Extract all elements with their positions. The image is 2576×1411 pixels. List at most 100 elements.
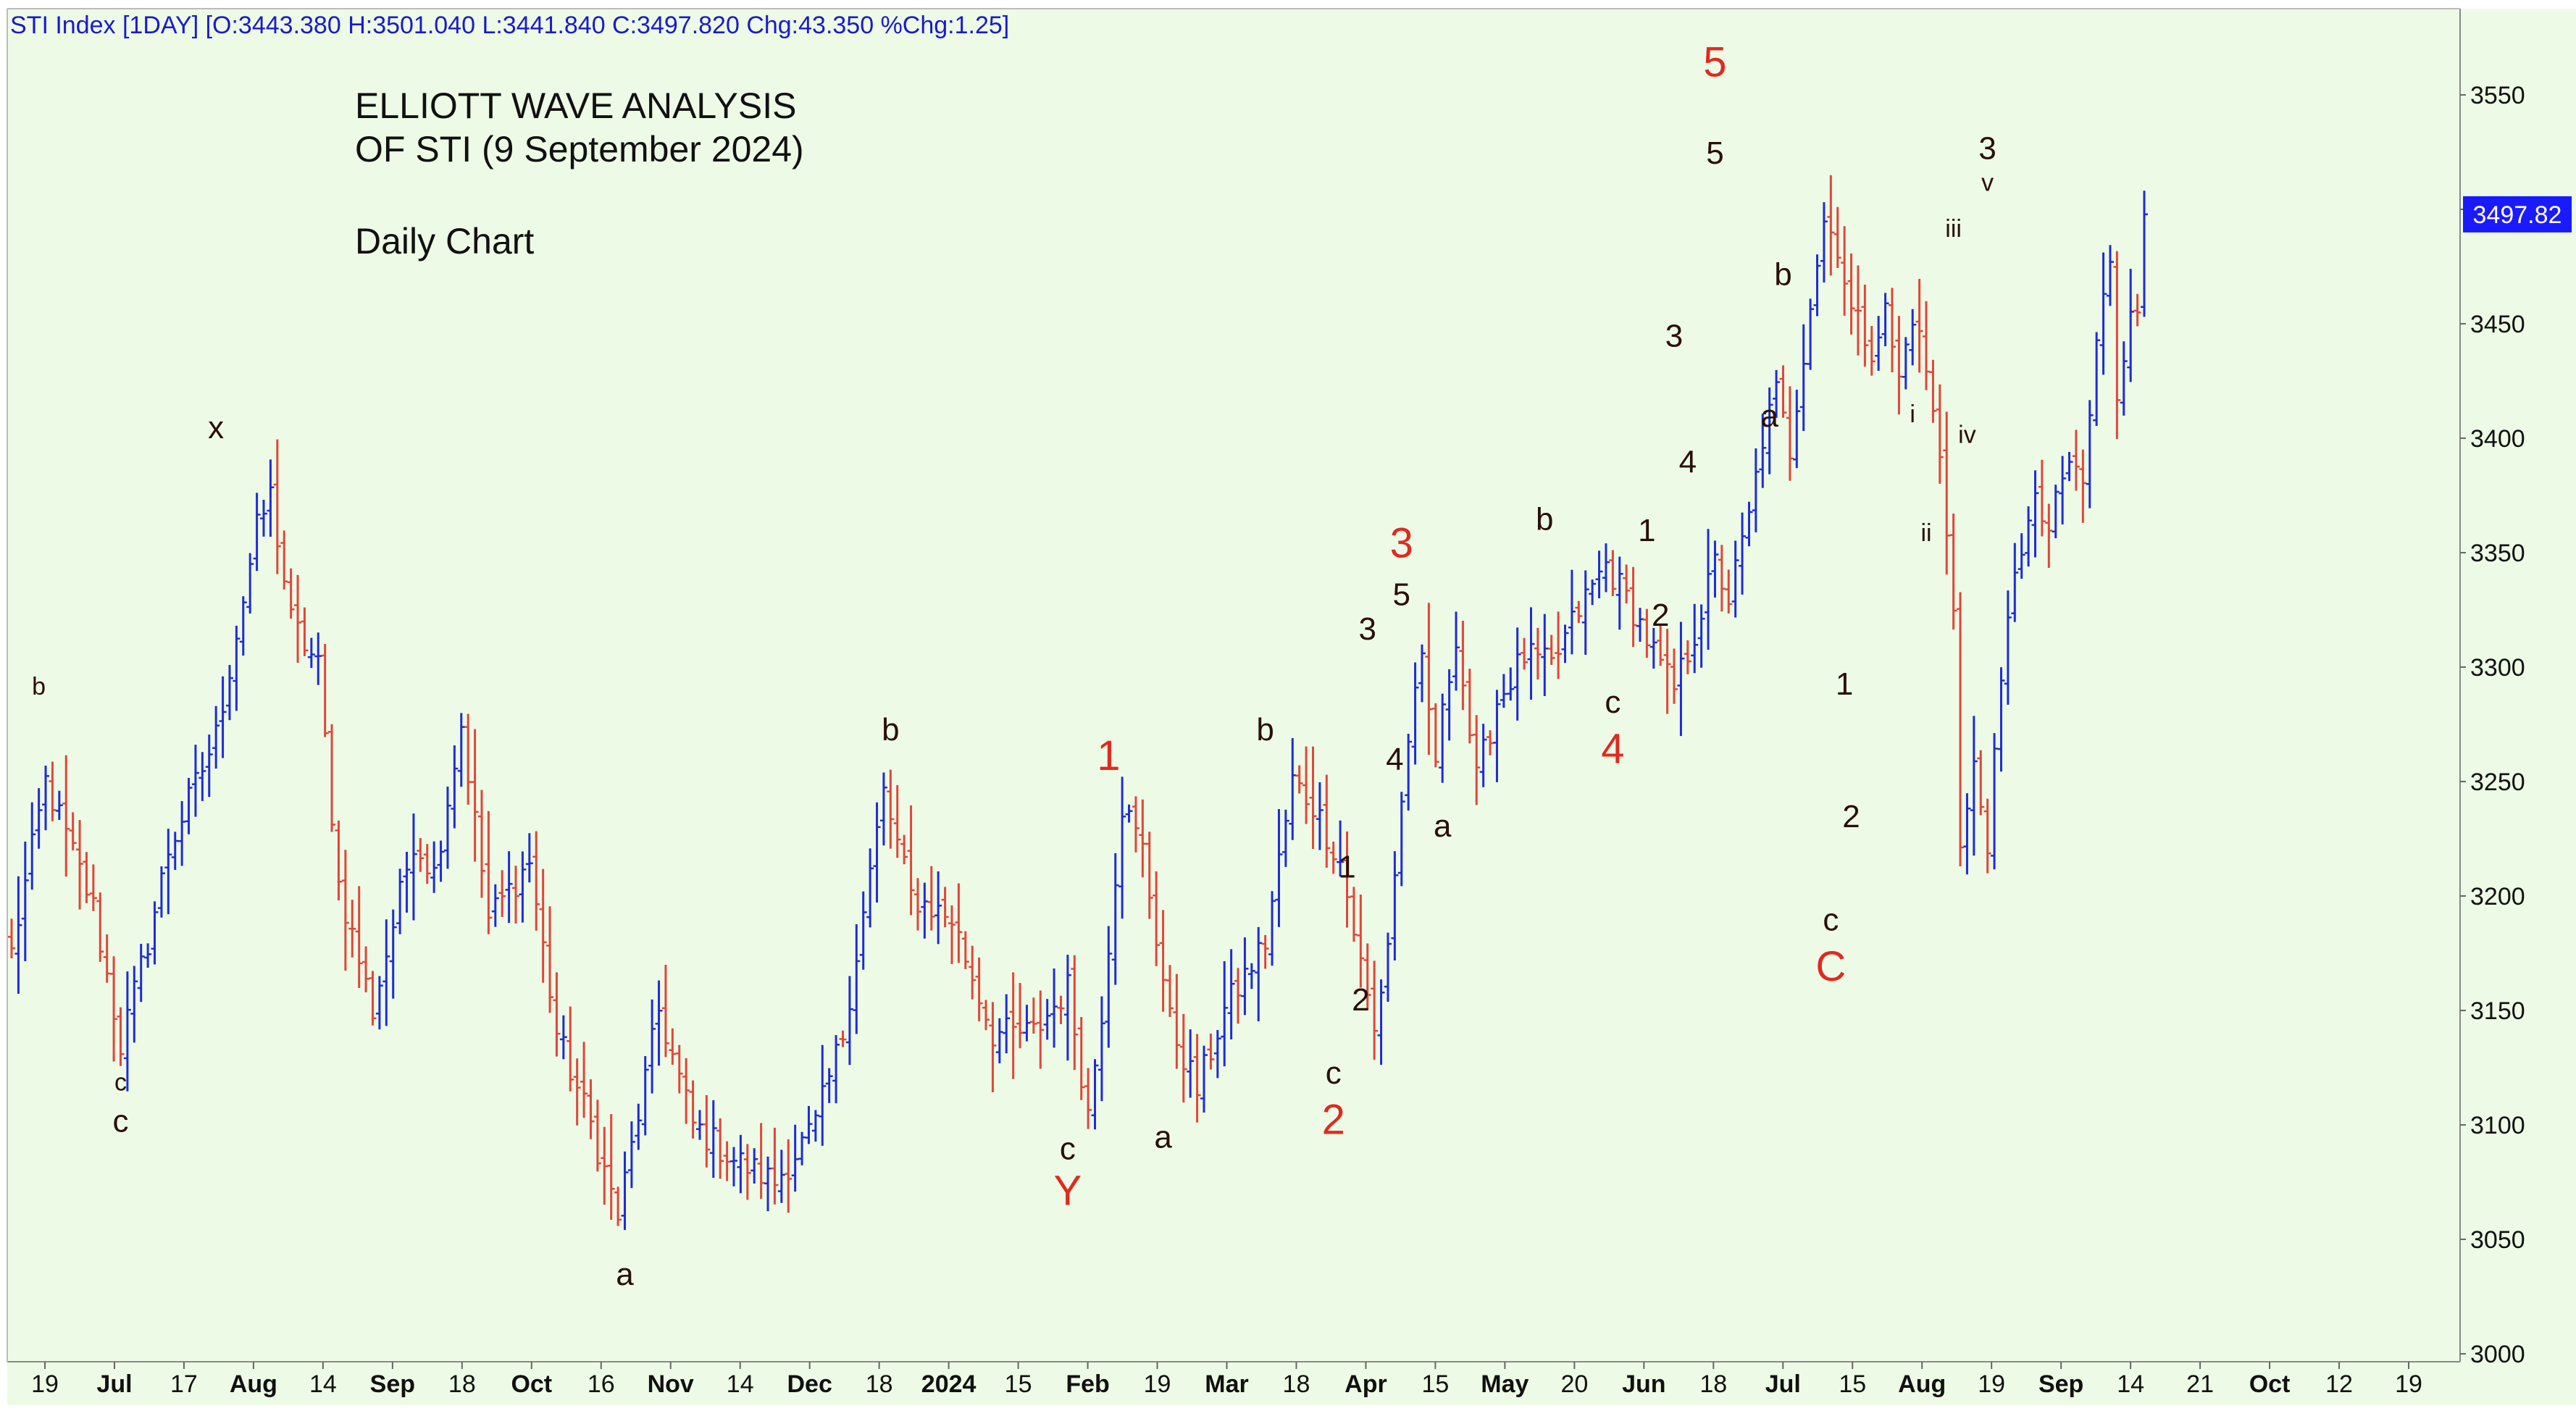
price-tick-label: 3350	[2470, 540, 2525, 567]
ohlc-bar	[280, 530, 288, 590]
ohlc-bar	[69, 812, 77, 851]
ohlc-bar	[1132, 796, 1139, 853]
ohlc-bar	[893, 784, 901, 858]
ohlc-bar	[648, 999, 656, 1094]
ohlc-bar	[164, 829, 172, 915]
ohlc-bar	[709, 1100, 717, 1178]
ohlc-bar	[1731, 540, 1739, 618]
ohlc-bar	[157, 866, 165, 918]
plot-background	[7, 9, 2460, 1362]
last-price-value: 3497.82	[2473, 201, 2562, 229]
ohlc-bar	[1765, 387, 1773, 474]
ohlc-bar	[1534, 627, 1542, 680]
ohlc-bar	[1888, 288, 1896, 372]
ohlc-bar	[1023, 1005, 1031, 1042]
ohlc-bar	[205, 734, 213, 797]
ohlc-bar	[1881, 293, 1889, 346]
ohlc-bar	[873, 802, 881, 903]
ohlc-bar	[55, 790, 63, 820]
ohlc-bar	[1697, 604, 1705, 668]
ohlc-bar	[1949, 514, 1957, 630]
analysis-title-line1: ELLIOTT WAVE ANALYSIS	[355, 85, 796, 126]
ohlc-bar	[2093, 332, 2101, 427]
ohlc-bar	[593, 1100, 601, 1172]
time-tick-label: 19	[31, 1370, 59, 1398]
ohlc-bar	[1037, 990, 1045, 1069]
ohlc-bar	[1479, 724, 1487, 787]
time-tick-label: 20	[1560, 1370, 1588, 1398]
ohlc-bar	[1091, 1059, 1099, 1130]
time-axis: 19 Jul 17 Aug 14 Sep 18 Oct 16 Nov 14 Dec 18 2024 15 Fe…	[31, 1362, 2422, 1398]
ohlc-bar	[853, 924, 861, 1034]
ohlc-bar	[1159, 910, 1167, 1012]
ohlc-bar	[1425, 603, 1433, 755]
last-price-tag: 3497.82	[2463, 196, 2572, 233]
ohlc-bar	[1513, 627, 1521, 721]
ohlc-bar	[1643, 608, 1651, 658]
ohlc-bar	[1500, 674, 1507, 708]
ohlc-bar	[682, 1058, 690, 1124]
time-tick-label: 18	[1283, 1370, 1310, 1398]
ohlc-bar	[2025, 506, 2033, 567]
ohlc-bar	[1377, 979, 1385, 1065]
ohlc-bar	[130, 966, 138, 1043]
ohlc-bar	[1384, 932, 1392, 1002]
ohlc-bar	[89, 864, 97, 911]
wave-label: ii	[1920, 519, 1931, 547]
ohlc-bar	[123, 971, 131, 1092]
ohlc-bar	[1615, 556, 1623, 630]
time-tick-label: 19	[1978, 1370, 2005, 1398]
ohlc-bar	[921, 882, 929, 939]
wave-label: 2	[1322, 1097, 1345, 1144]
ohlc-bar	[1595, 550, 1603, 598]
wave-label: b	[1536, 501, 1553, 537]
ohlc-bar	[2017, 533, 2025, 579]
ohlc-bar	[2127, 269, 2135, 382]
ohlc-bar	[1963, 793, 1971, 875]
ohlc-bar	[1329, 841, 1337, 874]
price-tick-label: 3550	[2470, 82, 2525, 109]
ohlc-bar	[1111, 853, 1119, 985]
ohlc-bar	[825, 1068, 833, 1103]
wave-label: 1	[1836, 666, 1853, 702]
ohlc-bar	[451, 745, 459, 829]
ohlc-bar	[369, 971, 377, 1026]
ohlc-bar	[2011, 543, 2019, 622]
wave-label: 3	[1359, 611, 1376, 647]
ohlc-bar	[362, 946, 370, 993]
time-tick-label: Nov	[648, 1370, 694, 1398]
ohlc-bar	[423, 844, 431, 884]
ohlc-bar	[1323, 774, 1331, 868]
ohlc-bar	[1418, 644, 1426, 703]
ohlc-bar	[239, 596, 247, 656]
ohlc-bar	[1247, 963, 1255, 989]
ohlc-bar	[1773, 369, 1781, 418]
time-tick-label: 15	[1421, 1370, 1449, 1398]
time-tick-label: Sep	[370, 1370, 415, 1398]
ohlc-bar	[117, 1007, 125, 1066]
ohlc-bar	[1241, 937, 1249, 1016]
time-tick-label: 17	[170, 1370, 198, 1398]
ohlc-bar	[348, 900, 356, 958]
ohlc-bar	[811, 1110, 819, 1142]
wave-label: 4	[1386, 742, 1403, 777]
time-tick-label: Aug	[230, 1370, 277, 1398]
ohlc-bar	[1793, 389, 1801, 469]
ohlc-bar	[1725, 569, 1733, 614]
ohlc-bar	[1009, 972, 1017, 1079]
ohlc-bar	[287, 568, 295, 619]
wave-label: 1	[1338, 850, 1355, 885]
time-tick-label: 14	[2117, 1370, 2144, 1398]
analysis-subtitle: Daily Chart	[355, 221, 534, 261]
time-tick-label: 14	[309, 1370, 337, 1398]
time-tick-label: Jul	[1765, 1370, 1801, 1398]
ohlc-bar	[1213, 1029, 1221, 1079]
price-tick-label: 3050	[2470, 1226, 2525, 1254]
ohlc-bar	[409, 813, 417, 921]
time-tick-label: 14	[727, 1370, 754, 1398]
ohlc-bar	[137, 944, 145, 1002]
time-tick-label: Dec	[787, 1370, 832, 1398]
ohlc-bar	[900, 834, 908, 865]
